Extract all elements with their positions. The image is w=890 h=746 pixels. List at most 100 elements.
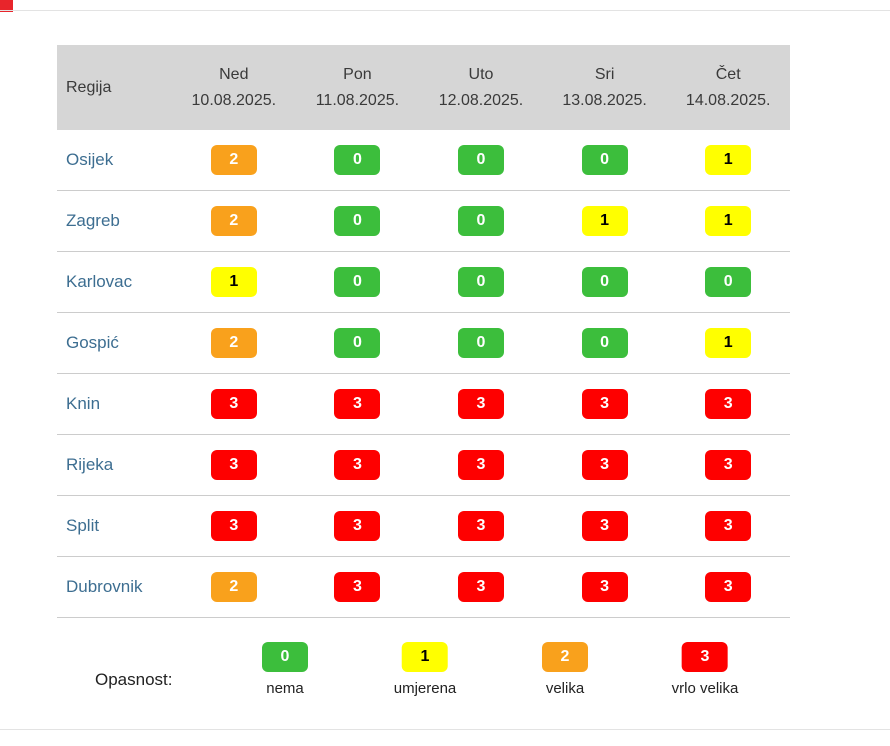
legend-item-label: velika [545,680,585,697]
hazard-cell: 2 [172,572,296,602]
region-label: Osijek [66,150,114,169]
hazard-cell: 0 [296,328,420,358]
hazard-badge-level-3: 3 [457,572,504,602]
hazard-forecast-table: Regija Ned 10.08.2025. Pon 11.08.2025. U… [57,45,790,618]
column-header-day-1: Ned 10.08.2025. [172,66,296,110]
legend-badge-level-3: 3 [682,642,728,672]
day-date: 12.08.2025. [438,91,524,109]
column-header-day-3: Uto 12.08.2025. [419,66,543,110]
hazard-badge-level-0: 0 [457,328,504,358]
legend-label: Opasnost: [95,670,173,689]
hazard-cell: 3 [172,450,296,480]
hazard-badge-level-3: 3 [210,450,257,480]
hazard-badge-level-3: 3 [705,389,752,419]
day-name: Čet [715,65,741,83]
table-row: Knin 3 3 3 3 3 [57,374,790,435]
legend-item-label: umjerena [393,680,457,697]
hazard-badge-level-2: 2 [210,328,257,358]
hazard-badge-level-0: 0 [334,206,381,236]
hazard-badge-level-3: 3 [210,511,257,541]
hazard-badge-level-3: 3 [334,511,381,541]
hazard-cell: 3 [543,450,667,480]
day-name: Pon [343,65,372,83]
legend-item: 1 umjerena [393,642,457,697]
region-column-header: Regija [66,78,112,96]
day-name: Sri [594,65,615,83]
hazard-cell: 0 [666,267,790,297]
day-date: 13.08.2025. [562,91,647,109]
hazard-cell: 1 [666,206,790,236]
hazard-badge-level-3: 3 [705,511,752,541]
hazard-cell: 0 [419,206,543,236]
legend-item-label: vrlo velika [671,680,739,697]
hazard-cell: 0 [543,328,667,358]
top-divider [0,10,890,11]
legend-badge-level-2: 2 [542,642,588,672]
region-label: Karlovac [66,272,133,291]
day-date: 11.08.2025. [315,91,400,109]
region-label: Split [66,516,100,535]
hazard-cell: 3 [666,389,790,419]
day-date: 10.08.2025. [191,91,277,109]
hazard-cell: 2 [172,206,296,236]
hazard-cell: 3 [543,511,667,541]
hazard-badge-level-1: 1 [705,206,752,236]
hazard-badge-level-1: 1 [705,145,752,175]
hazard-cell: 1 [543,206,667,236]
column-header-day-5: Čet 14.08.2025. [666,66,790,110]
hazard-cell: 1 [666,145,790,175]
legend-badge-level-0: 0 [262,642,308,672]
column-header-day-4: Sri 13.08.2025. [543,66,667,110]
hazard-cell: 0 [296,267,420,297]
hazard-cell: 3 [296,450,420,480]
hazard-badge-level-3: 3 [581,389,628,419]
hazard-cell: 0 [543,267,667,297]
table-row: Zagreb 2 0 0 1 1 [57,191,790,252]
table-row: Split 3 3 3 3 3 [57,496,790,557]
hazard-badge-level-0: 0 [581,328,628,358]
hazard-cell: 0 [419,328,543,358]
hazard-cell: 3 [419,389,543,419]
region-label: Rijeka [66,455,114,474]
region-label: Dubrovnik [66,577,143,596]
hazard-table-body: Osijek 2 0 0 0 1 Zagreb 2 0 0 1 1 Karlovac 1 0 0 0 0 Gospi… [57,130,790,618]
legend-item: 0 nema [262,642,308,697]
hazard-badge-level-0: 0 [457,206,504,236]
hazard-cell: 3 [296,572,420,602]
table-header-row: Regija Ned 10.08.2025. Pon 11.08.2025. U… [57,45,790,130]
hazard-badge-level-3: 3 [334,450,381,480]
hazard-cell: 3 [419,450,543,480]
hazard-badge-level-0: 0 [581,145,628,175]
hazard-badge-level-3: 3 [334,572,381,602]
hazard-badge-level-3: 3 [457,450,504,480]
table-row: Osijek 2 0 0 0 1 [57,130,790,191]
legend-item: 2 velika [542,642,588,697]
hazard-badge-level-3: 3 [457,389,504,419]
hazard-badge-level-3: 3 [705,572,752,602]
hazard-cell: 0 [543,145,667,175]
column-header-day-2: Pon 11.08.2025. [296,66,420,110]
hazard-cell: 0 [419,267,543,297]
hazard-cell: 3 [666,511,790,541]
legend: Opasnost: 0 nema 1 umjerena 2 velika 3 vrlo vel… [57,640,790,712]
bottom-divider [0,729,890,730]
hazard-cell: 3 [419,572,543,602]
hazard-cell: 1 [172,267,296,297]
table-row: Karlovac 1 0 0 0 0 [57,252,790,313]
table-row: Gospić 2 0 0 0 1 [57,313,790,374]
day-date: 14.08.2025. [685,91,771,109]
hazard-badge-level-0: 0 [581,267,628,297]
hazard-badge-level-2: 2 [210,145,257,175]
hazard-badge-level-2: 2 [210,572,257,602]
hazard-badge-level-1: 1 [210,267,257,297]
hazard-badge-level-3: 3 [457,511,504,541]
legend-badge-level-1: 1 [401,642,448,672]
region-label: Zagreb [66,211,120,230]
red-corner-mark [0,0,13,12]
hazard-badge-level-0: 0 [705,267,752,297]
hazard-badge-level-0: 0 [334,328,381,358]
hazard-cell: 2 [172,328,296,358]
hazard-badge-level-3: 3 [581,572,628,602]
region-label: Knin [66,394,101,413]
hazard-badge-level-0: 0 [457,267,504,297]
